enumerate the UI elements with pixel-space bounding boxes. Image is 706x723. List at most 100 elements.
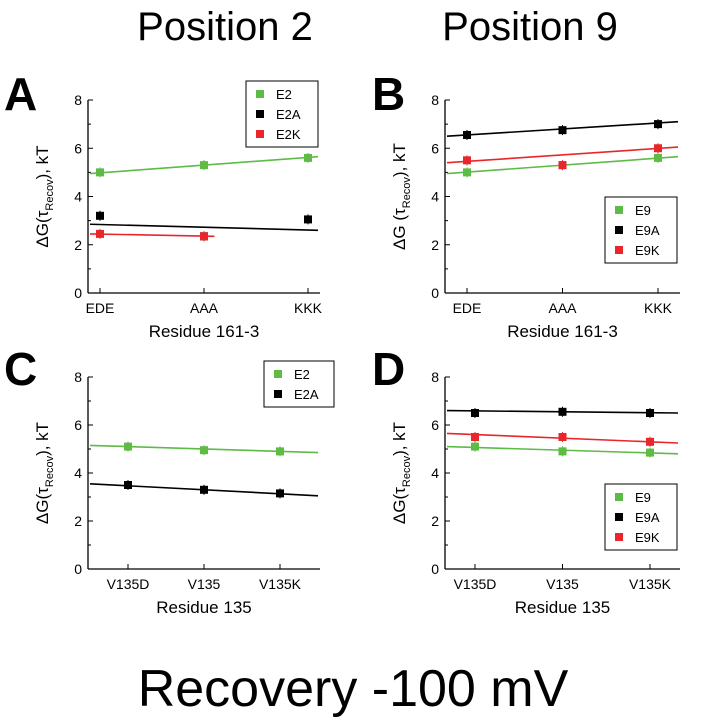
y-tick-label: 0 [74,285,82,301]
data-point [276,447,284,456]
legend-swatch [615,493,623,501]
data-point [558,433,567,441]
y-tick-label: 2 [431,237,439,253]
x-axis-title: Residue 135 [156,598,251,617]
legend-box [263,360,335,408]
x-tick-label: V135D [454,576,497,592]
figure-footer-title: Recovery -100 mV [138,660,569,718]
x-tick-label: V135K [629,576,672,592]
y-tick-label: 2 [74,513,82,529]
panel-b: B 0 2 4 6 8 EDE AAA KKK Residue 161-3 ΔG (τRecov),… [372,68,680,341]
x-tick-label: EDE [453,300,482,316]
data-point [124,481,132,489]
data-point [96,229,104,238]
legend-label: E9 [635,490,651,505]
series-e2a [89,480,319,499]
x-tick-label: V135 [546,576,579,592]
panel-a: A 0 2 4 6 8 EDE AAA KKK Residue 161-3 ΔG(τRecov), … [4,68,323,341]
y-tick-label: 6 [431,417,439,433]
x-axis-title: Residue 135 [515,598,610,617]
data-point [471,433,479,441]
legend-swatch [274,390,282,398]
series-e9a [446,406,679,418]
data-point [200,161,208,170]
data-point [654,144,662,153]
x-tick-label: EDE [86,300,115,316]
series-e2 [89,441,319,457]
data-point [304,153,312,162]
y-tick-label: 8 [74,92,82,108]
legend-swatch [256,130,264,138]
data-point [463,156,471,165]
y-tick-label: 2 [431,513,439,529]
fit-line [446,146,679,164]
y-tick-label: 4 [74,465,82,481]
legend-swatch [615,533,623,541]
legend-label: E2 [276,87,292,102]
y-tick-label: 6 [74,417,82,433]
chart-panels: A 0 2 4 6 8 EDE AAA KKK Residue 161-3 ΔG(τRecov), … [4,68,680,617]
data-point [558,447,567,456]
series-e9k [446,143,679,171]
legend-swatch [274,370,282,378]
y-axis-title: ΔG(τRecov), kT [390,422,413,524]
x-tick-label: V135D [107,576,150,592]
x-axis-title: Residue 161-3 [149,322,260,341]
y-axis-title: ΔG (τRecov), kT [390,143,413,250]
x-tick-label: AAA [190,300,219,316]
data-point [654,153,662,162]
legend-label: E2 [294,367,310,382]
legend-label: E9K [635,530,660,545]
series-e2 [89,152,319,178]
data-point [558,407,567,416]
panel-letter: D [372,343,405,395]
x-tick-label: V135 [188,576,221,592]
fit-line [89,223,319,232]
data-point [304,215,312,224]
y-tick-label: 0 [431,285,439,301]
y-axis-title: ΔG(τRecov), kT [33,145,56,247]
legend-swatch [256,110,264,118]
y-tick-label: 0 [74,561,82,577]
panel-d: D 0 2 4 6 8 V135D V135 V135K Residue 135 ΔG(τRecov… [372,343,680,617]
data-point [200,232,208,241]
data-point [471,409,479,417]
y-tick-label: 2 [74,237,82,253]
legend-swatch [256,90,264,98]
y-tick-label: 6 [74,140,82,156]
column-header-position-2: Position 2 [137,5,313,49]
legend-label: E9A [635,223,660,238]
data-point [276,489,284,498]
legend-label: E2A [294,387,319,402]
legend: E2 E2A E2K [245,80,319,148]
y-tick-label: 4 [74,189,82,205]
legend-label: E9 [635,203,651,218]
series-e9 [446,441,679,458]
y-axis-title: ΔG(τRecov), kT [33,422,56,524]
data-point [471,442,479,451]
panel-letter: C [4,343,37,395]
y-tick-label: 0 [431,561,439,577]
data-point [558,161,567,170]
panel-c: C 0 2 4 6 8 V135D V135 V135K Residue 135 ΔG(τRecov… [4,343,335,617]
data-point [646,409,654,417]
legend-swatch [615,246,623,254]
data-point [200,446,208,455]
legend: E9 E9A E9K [604,483,678,551]
panel-letter: B [372,68,405,120]
x-tick-label: V135K [259,576,302,592]
fit-line [89,233,215,238]
legend-swatch [615,206,623,214]
legend-label: E2A [276,107,301,122]
y-tick-label: 8 [431,92,439,108]
series-e9k [446,432,679,447]
legend-swatch [615,513,623,521]
legend-label: E9K [635,243,660,258]
data-point [646,437,654,446]
data-point [463,168,471,177]
data-point [124,442,132,451]
x-tick-label: KKK [644,300,673,316]
series-e2k [89,228,215,242]
